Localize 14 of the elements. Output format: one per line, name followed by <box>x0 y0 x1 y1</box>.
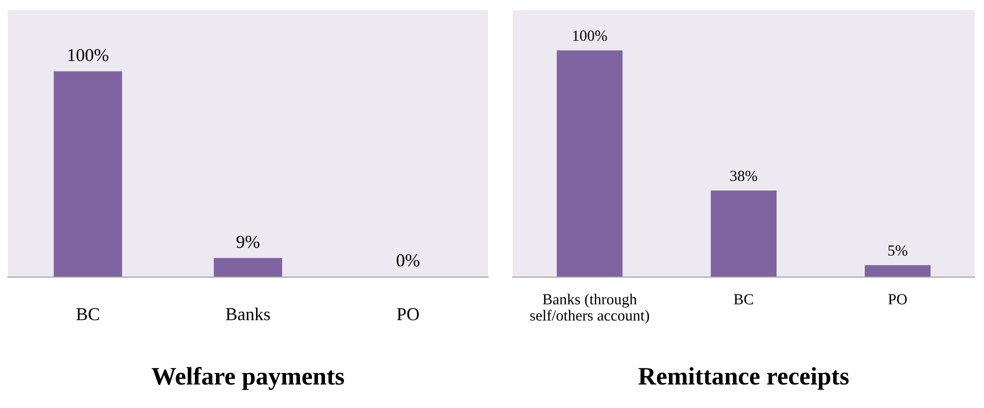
x-tick-label: BC <box>76 308 99 320</box>
data-label: 9% <box>236 236 260 248</box>
data-label: 5% <box>888 245 908 256</box>
data-label: 0% <box>396 254 420 266</box>
data-label: 100% <box>573 30 607 41</box>
data-label: 38% <box>730 170 758 182</box>
x-tick-label: BC <box>734 294 754 304</box>
x-tick-label: Banks <box>226 308 270 320</box>
x-tick-label: PO <box>888 294 907 304</box>
x-tick-label: PO <box>397 308 419 320</box>
data-label: 100% <box>68 48 108 62</box>
text: Welfare payments <box>152 366 344 390</box>
text: Remittance receipts <box>638 367 849 390</box>
x-tick-label: Banks (through self/others account) <box>530 294 650 324</box>
